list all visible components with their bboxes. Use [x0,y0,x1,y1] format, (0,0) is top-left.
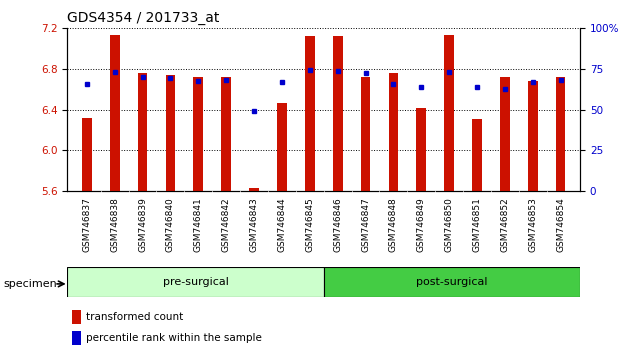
Text: GSM746838: GSM746838 [110,197,119,252]
Text: specimen: specimen [3,279,57,289]
Text: post-surgical: post-surgical [416,277,488,287]
FancyBboxPatch shape [324,267,580,297]
Text: GSM746840: GSM746840 [166,197,175,252]
Bar [221,77,231,191]
Bar [277,103,287,191]
Bar [388,73,398,191]
Bar [417,108,426,191]
Bar [333,36,342,191]
Text: percentile rank within the sample: percentile rank within the sample [87,333,262,343]
Bar [82,118,92,191]
Bar [500,77,510,191]
Text: GSM746852: GSM746852 [501,197,510,252]
Text: GSM746842: GSM746842 [222,197,231,252]
Bar [249,188,259,191]
Text: GSM746851: GSM746851 [472,197,481,252]
Text: GSM746849: GSM746849 [417,197,426,252]
Bar [472,119,482,191]
Bar [72,310,81,324]
Text: GSM746848: GSM746848 [389,197,398,252]
Bar [361,77,370,191]
Text: pre-surgical: pre-surgical [163,277,228,287]
Bar [528,81,538,191]
Text: GSM746837: GSM746837 [82,197,91,252]
Text: GSM746845: GSM746845 [305,197,314,252]
Text: GSM746839: GSM746839 [138,197,147,252]
Bar [138,73,147,191]
Text: GSM746846: GSM746846 [333,197,342,252]
Bar [194,77,203,191]
Text: GSM746841: GSM746841 [194,197,203,252]
Text: transformed count: transformed count [87,312,183,322]
Text: GSM746844: GSM746844 [278,197,287,252]
Text: GSM746847: GSM746847 [361,197,370,252]
Text: GSM746854: GSM746854 [556,197,565,252]
Bar [556,77,565,191]
Text: GSM746843: GSM746843 [249,197,258,252]
Bar [165,75,175,191]
Bar [305,36,315,191]
FancyBboxPatch shape [67,267,324,297]
Bar [110,35,120,191]
Text: GSM746853: GSM746853 [528,197,537,252]
Bar [444,35,454,191]
Text: GDS4354 / 201733_at: GDS4354 / 201733_at [67,11,220,25]
Text: GSM746850: GSM746850 [445,197,454,252]
Bar [72,331,81,345]
